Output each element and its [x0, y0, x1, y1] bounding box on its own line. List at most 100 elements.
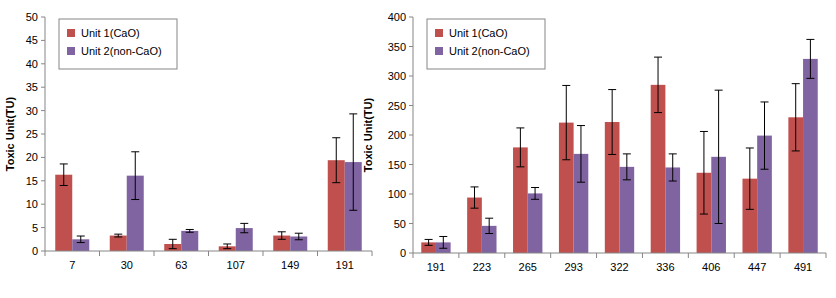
x-tick-label: 30	[121, 259, 133, 271]
error-bar	[792, 84, 800, 151]
error-bar-cap	[669, 153, 677, 154]
error-bar	[60, 164, 68, 186]
error-bar-stem	[135, 152, 136, 200]
y-tick-label: 45	[26, 34, 38, 46]
x-tick	[413, 253, 414, 258]
x-tick	[826, 253, 827, 258]
error-bar	[761, 102, 769, 169]
y-tick-label: 50	[394, 218, 406, 230]
x-tick-label: 107	[227, 259, 245, 271]
error-bar-cap	[531, 199, 539, 200]
error-bar-stem	[298, 233, 299, 240]
error-bar-stem	[336, 138, 337, 183]
legend-box	[427, 19, 545, 69]
error-bar	[623, 154, 631, 180]
y-tick-label: 40	[26, 58, 38, 70]
error-bar-stem	[580, 126, 581, 183]
x-tick	[780, 253, 781, 258]
y-axis-label: Toxic Unit(TU)	[4, 96, 16, 171]
error-bar-cap	[608, 89, 616, 90]
error-bar-cap	[131, 199, 139, 200]
x-tick-label: 7	[69, 259, 75, 271]
error-bar-stem	[227, 244, 228, 249]
legend-label: Unit 1(CaO)	[449, 27, 508, 39]
error-bar-stem	[718, 90, 719, 223]
x-tick-label: 447	[748, 261, 766, 273]
error-bar-stem	[764, 102, 765, 169]
x-tick-label: 191	[427, 261, 445, 273]
error-bar-cap	[806, 39, 814, 40]
error-bar-stem	[535, 188, 536, 200]
legend: Unit 1(CaO) Unit 2(non-CaO)	[427, 19, 545, 69]
x-tick	[734, 253, 735, 258]
legend-label: Unit 2(non-CaO)	[81, 45, 162, 57]
error-bar-cap	[77, 242, 85, 243]
error-bar-cap	[240, 232, 248, 233]
error-bar-cap	[223, 243, 231, 244]
y-tick	[41, 227, 45, 228]
error-bar-stem	[672, 154, 673, 181]
y-tick-label: 200	[388, 129, 406, 141]
x-tick-label: 223	[473, 261, 491, 273]
error-bar	[470, 187, 478, 208]
error-bar-cap	[295, 239, 303, 240]
error-bar-stem	[353, 114, 354, 210]
y-tick	[409, 253, 413, 254]
y-tick-label: 100	[388, 188, 406, 200]
bar	[803, 59, 818, 253]
x-tick	[99, 251, 100, 256]
legend-label: Unit 2(non-CaO)	[449, 45, 530, 57]
y-tick	[41, 17, 45, 18]
y-tick-label: 250	[388, 100, 406, 112]
error-bar-cap	[715, 223, 723, 224]
error-bar-stem	[566, 85, 567, 159]
error-bar	[332, 138, 340, 183]
error-bar-cap	[332, 182, 340, 183]
error-bar	[485, 218, 493, 233]
error-bar	[700, 131, 708, 214]
error-bar-cap	[278, 231, 286, 232]
error-bar-cap	[425, 239, 433, 240]
y-tick	[41, 110, 45, 111]
x-tick-label: 336	[656, 261, 674, 273]
legend-swatch	[435, 29, 443, 37]
x-tick	[642, 253, 643, 258]
y-tick	[409, 76, 413, 77]
error-bar-cap	[669, 181, 677, 182]
error-bar-cap	[278, 239, 286, 240]
x-tick-label: 322	[610, 261, 628, 273]
error-bar-cap	[654, 57, 662, 58]
plot-area	[421, 39, 817, 253]
legend-box	[59, 19, 177, 69]
legend-swatch	[67, 29, 75, 37]
error-bar-stem	[795, 84, 796, 151]
error-bar	[669, 154, 677, 181]
x-tick-label: 406	[702, 261, 720, 273]
y-tick	[409, 223, 413, 224]
error-bar-stem	[612, 90, 613, 155]
error-bar-cap	[114, 236, 122, 237]
x-tick	[45, 251, 46, 256]
error-bar	[654, 57, 662, 112]
y-tick	[41, 63, 45, 64]
y-tick-label: 50	[26, 11, 38, 23]
error-bar-cap	[623, 153, 631, 154]
x-tick	[154, 251, 155, 256]
error-bar-stem	[172, 239, 173, 248]
y-tick	[41, 40, 45, 41]
error-bar-cap	[562, 159, 570, 160]
x-tick	[596, 253, 597, 258]
x-tick-label: 149	[281, 259, 299, 271]
y-tick	[409, 105, 413, 106]
error-bar-stem	[80, 236, 81, 243]
error-bar-stem	[281, 232, 282, 239]
y-tick-label: 25	[26, 128, 38, 140]
y-axis-line	[45, 17, 46, 251]
error-bar	[562, 85, 570, 159]
error-bar-cap	[470, 186, 478, 187]
y-tick	[409, 135, 413, 136]
error-bar-cap	[131, 151, 139, 152]
error-bar	[806, 39, 814, 78]
x-tick	[504, 253, 505, 258]
error-bar-cap	[792, 83, 800, 84]
